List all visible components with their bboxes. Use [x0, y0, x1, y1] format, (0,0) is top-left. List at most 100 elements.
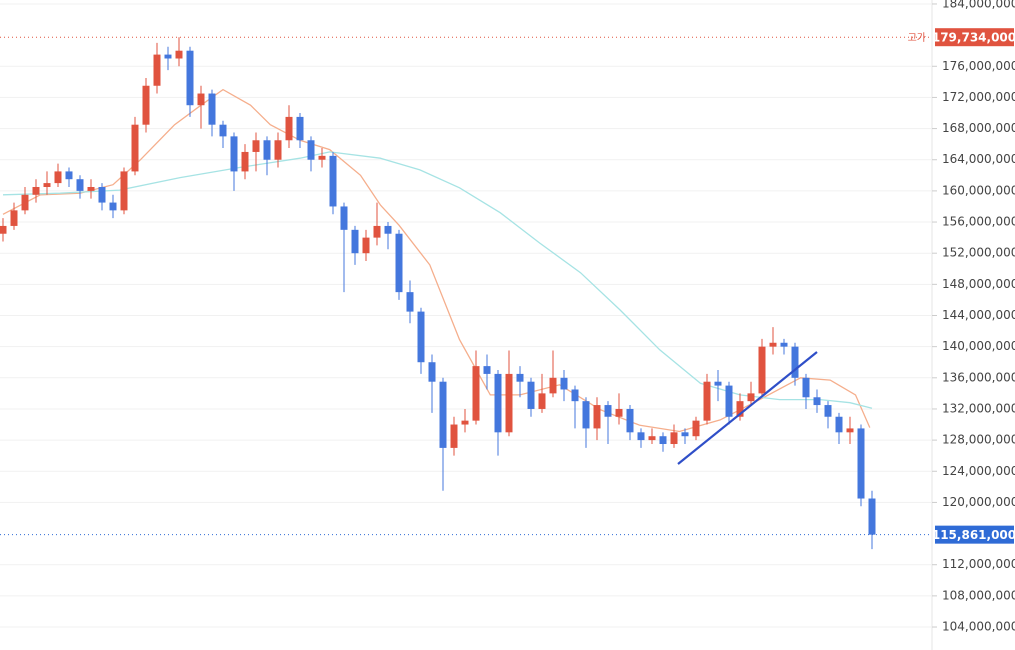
- y-tick-label: 184,000,000: [942, 0, 1015, 10]
- candle-body: [10, 210, 18, 226]
- moving-average-line: [2, 151, 873, 409]
- candle-body: [791, 346, 799, 378]
- candle-body: [109, 202, 117, 211]
- candle-body: [296, 116, 304, 141]
- candle-body: [494, 373, 502, 433]
- y-tick-label: 124,000,000: [942, 464, 1015, 478]
- y-tick-label: 164,000,000: [942, 152, 1015, 166]
- candle-body: [725, 385, 733, 417]
- plot-area: [0, 37, 876, 550]
- candle-body: [153, 54, 161, 86]
- candle-body: [758, 346, 766, 394]
- candle-body: [428, 362, 436, 382]
- y-tick-label: 136,000,000: [942, 370, 1015, 384]
- candle-body: [780, 342, 788, 347]
- candle-body: [483, 366, 491, 374]
- candle-body: [802, 377, 810, 398]
- candle-body: [329, 155, 337, 207]
- price-label: 115,861,000: [932, 528, 1015, 542]
- candle-body: [846, 428, 854, 433]
- candle-body: [648, 436, 656, 441]
- moving-average-line: [2, 88, 871, 433]
- candle-body: [131, 124, 139, 172]
- candle-body: [197, 93, 205, 106]
- candle-body: [868, 498, 876, 535]
- candle-body: [395, 233, 403, 293]
- price-label-box: [935, 525, 1014, 544]
- candle-body: [373, 225, 381, 238]
- candle-body: [65, 171, 73, 180]
- candle-body: [186, 50, 194, 106]
- y-tick-label: 160,000,000: [942, 183, 1015, 197]
- candle-body: [274, 140, 282, 160]
- candle-body: [406, 292, 414, 312]
- y-tick-label: 152,000,000: [942, 246, 1015, 260]
- candle-body: [175, 50, 183, 59]
- price-tag: 고가: [908, 32, 926, 44]
- candle-body: [560, 377, 568, 390]
- y-tick-label: 132,000,000: [942, 401, 1015, 415]
- candle-body: [615, 408, 623, 417]
- candle-body: [439, 381, 447, 448]
- candle-body: [307, 140, 315, 160]
- candle-body: [87, 186, 95, 191]
- candle-body: [824, 405, 832, 417]
- y-axis: 104,000,000 108,000,000 112,000,000 120,000…: [0, 0, 1015, 634]
- candle-body: [835, 416, 843, 433]
- candle-body: [626, 408, 634, 433]
- candle-body: [142, 85, 150, 125]
- candle-body: [703, 381, 711, 421]
- candle-body: [659, 436, 667, 445]
- y-tick-label: 140,000,000: [942, 339, 1015, 353]
- candle-body: [208, 93, 216, 125]
- y-tick-label: 120,000,000: [942, 495, 1015, 509]
- candle-body: [241, 151, 249, 172]
- candle-body: [417, 311, 425, 363]
- candle-body: [527, 381, 535, 409]
- price-label: 179,734,000: [932, 31, 1015, 45]
- candle-body: [582, 401, 590, 429]
- trend-line: [677, 351, 818, 465]
- y-tick-label: 144,000,000: [942, 308, 1015, 322]
- candle-body: [120, 171, 128, 211]
- candle-body: [604, 405, 612, 417]
- candle-body: [813, 397, 821, 406]
- candle-body: [384, 225, 392, 234]
- candle-body: [736, 401, 744, 417]
- candle-body: [54, 171, 62, 184]
- candle-body: [516, 373, 524, 382]
- y-tick-label: 172,000,000: [942, 90, 1015, 104]
- candle-body: [549, 377, 557, 394]
- candle-body: [285, 116, 293, 141]
- y-tick-label: 176,000,000: [942, 59, 1015, 73]
- y-tick-label: 104,000,000: [942, 620, 1015, 634]
- candle-body: [538, 393, 546, 409]
- candle-body: [472, 366, 480, 421]
- candle-body: [450, 424, 458, 448]
- y-tick-label: 112,000,000: [942, 557, 1015, 571]
- grid: [0, 3, 932, 628]
- candle-body: [714, 381, 722, 386]
- candle-body: [43, 183, 51, 187]
- candle-body: [263, 140, 271, 160]
- candle-body: [461, 420, 469, 425]
- candle-body: [593, 405, 601, 429]
- y-tick-label: 148,000,000: [942, 277, 1015, 291]
- candle-body: [32, 186, 40, 195]
- candle-body: [21, 194, 29, 211]
- price-label-box: [935, 28, 1014, 47]
- candle-body: [747, 393, 755, 402]
- candle-body: [637, 432, 645, 441]
- candle-body: [670, 432, 678, 445]
- candle-body: [692, 420, 700, 437]
- candle-body: [351, 229, 359, 254]
- y-tick-label: 156,000,000: [942, 215, 1015, 229]
- y-tick-label: 168,000,000: [942, 121, 1015, 135]
- candle-body: [76, 179, 84, 191]
- candle-body: [857, 428, 865, 499]
- candle-body: [318, 155, 326, 160]
- candle-body: [340, 206, 348, 230]
- candle-body: [98, 186, 106, 203]
